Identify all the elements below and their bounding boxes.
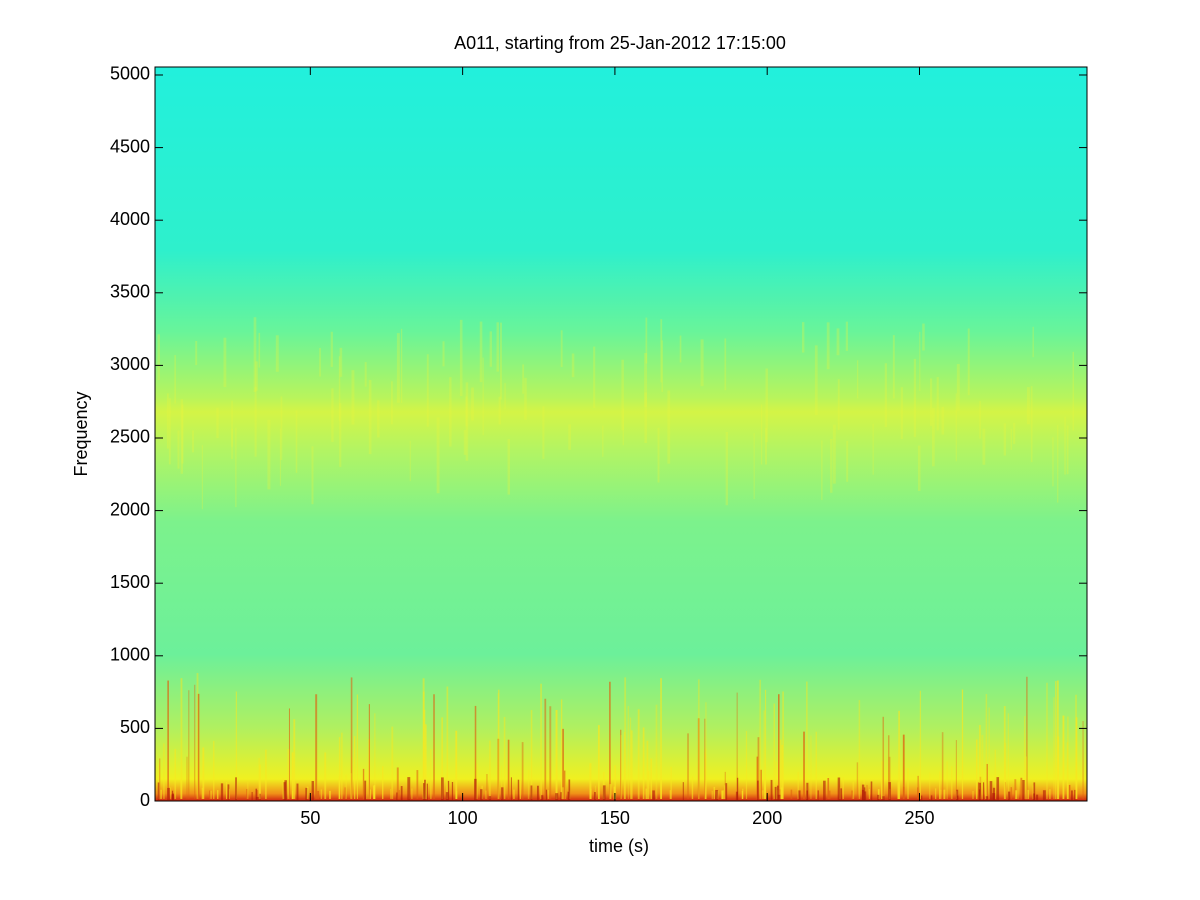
y-tick-label: 1500 [110, 572, 150, 592]
spectrogram-image [155, 67, 1087, 801]
x-tick-label: 150 [600, 808, 630, 828]
y-tick-label: 1000 [110, 645, 150, 665]
y-tick-label: 500 [120, 717, 150, 737]
x-tick-label: 200 [752, 808, 782, 828]
x-tick-label: 250 [904, 808, 934, 828]
y-tick-label: 3500 [110, 282, 150, 302]
x-tick-label: 50 [300, 808, 320, 828]
y-tick-label: 4500 [110, 136, 150, 156]
y-tick-label: 2500 [110, 427, 150, 447]
plot-frame [154, 66, 1088, 802]
chart-title: A011, starting from 25-Jan-2012 17:15:00 [454, 33, 786, 53]
x-tick-label: 100 [448, 808, 478, 828]
y-tick-label: 4000 [110, 209, 150, 229]
y-tick-label: 5000 [110, 64, 150, 84]
y-tick-label: 0 [140, 790, 150, 810]
x-axis-label: time (s) [589, 836, 649, 856]
y-axis-label: Frequency [71, 391, 91, 476]
y-tick-label: 2000 [110, 499, 150, 519]
y-tick-label: 3000 [110, 354, 150, 374]
spectrogram-texture [157, 317, 1084, 800]
